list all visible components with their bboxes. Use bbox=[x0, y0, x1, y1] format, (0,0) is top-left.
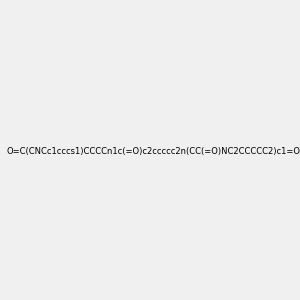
Text: O=C(CNCc1cccs1)CCCCn1c(=O)c2ccccc2n(CC(=O)NC2CCCCC2)c1=O: O=C(CNCc1cccs1)CCCCn1c(=O)c2ccccc2n(CC(=… bbox=[7, 147, 300, 156]
